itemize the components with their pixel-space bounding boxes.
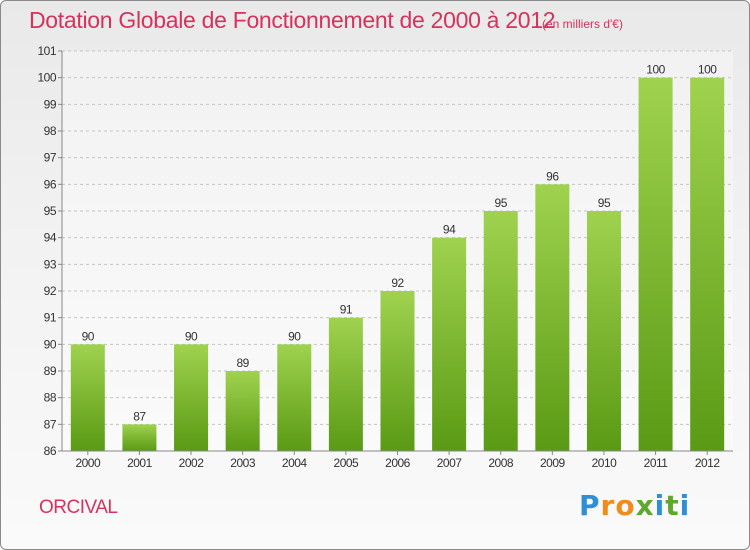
x-tick-label-2002: 2002 [179, 456, 205, 470]
bar-2004 [277, 344, 312, 451]
y-tick-label: 94 [44, 231, 57, 245]
data-label-2009: 96 [546, 169, 559, 183]
y-tick-label: 100 [37, 71, 56, 85]
y-tick-label: 96 [44, 177, 57, 191]
logo-letter: i [654, 489, 666, 522]
data-label-2012: 100 [698, 63, 717, 77]
bar-2009 [535, 184, 570, 452]
bar-2000 [70, 344, 105, 451]
logo-letter: t [665, 489, 680, 522]
bar-2008 [483, 211, 518, 451]
x-tick-label-2008: 2008 [488, 456, 514, 470]
y-tick-label: 89 [44, 364, 57, 378]
data-label-2004: 90 [288, 329, 301, 343]
y-tick-label: 95 [44, 204, 57, 218]
data-label-2011: 100 [646, 63, 665, 77]
x-tick-label-2001: 2001 [127, 456, 153, 470]
data-label-2003: 89 [236, 356, 249, 370]
x-tick-label-2011: 2011 [644, 456, 669, 470]
y-tick-label: 87 [44, 417, 57, 431]
y-tick-label: 91 [44, 311, 57, 325]
x-tick-label-2010: 2010 [592, 456, 618, 470]
logo-letter: o [615, 489, 636, 522]
y-tick-label: 97 [44, 151, 57, 165]
data-label-2000: 90 [82, 329, 95, 343]
bar-2007 [432, 237, 467, 451]
x-tick-label-2012: 2012 [695, 456, 721, 470]
unit-label: (en milliers d'€) [542, 17, 623, 31]
y-tick-label: 101 [37, 44, 56, 58]
data-label-2007: 94 [443, 223, 456, 237]
logo-letter: r [600, 489, 616, 522]
y-tick-label: 88 [44, 391, 57, 405]
data-label-2002: 90 [185, 329, 198, 343]
y-tick-label: 99 [44, 97, 57, 111]
bar-2010 [586, 211, 621, 451]
data-label-2005: 91 [340, 303, 353, 317]
proxiti-logo: Proxiti [579, 489, 690, 522]
data-label-2001: 87 [133, 409, 146, 423]
data-label-2008: 95 [495, 196, 508, 210]
x-tick-label-2004: 2004 [282, 456, 308, 470]
bar-2002 [174, 344, 209, 451]
bar-2001 [122, 424, 157, 451]
logo-letter: x [635, 489, 655, 522]
y-tick-label: 92 [44, 284, 57, 298]
bar-2006 [380, 291, 415, 451]
x-tick-label-2000: 2000 [75, 456, 101, 470]
y-tick-label: 90 [44, 337, 57, 351]
bar-2003 [225, 371, 260, 451]
logo-letter: P [579, 489, 601, 522]
commune-name: ORCIVAL [39, 497, 118, 518]
y-tick-label: 98 [44, 124, 57, 138]
bar-2012 [690, 77, 725, 452]
y-tick-label: 86 [44, 444, 57, 458]
y-tick-label: 93 [44, 257, 57, 271]
x-tick-label-2005: 2005 [334, 456, 360, 470]
bar-2011 [638, 77, 673, 452]
chart-title: Dotation Globale de Fonctionnement de 20… [29, 7, 556, 33]
x-tick-label-2006: 2006 [385, 456, 411, 470]
x-tick-label-2007: 2007 [437, 456, 463, 470]
logo-letter: i [679, 489, 691, 522]
x-tick-label-2003: 2003 [230, 456, 256, 470]
data-label-2006: 92 [391, 276, 404, 290]
x-tick-label-2009: 2009 [540, 456, 566, 470]
data-label-2010: 95 [598, 196, 611, 210]
bar-2005 [328, 317, 363, 451]
